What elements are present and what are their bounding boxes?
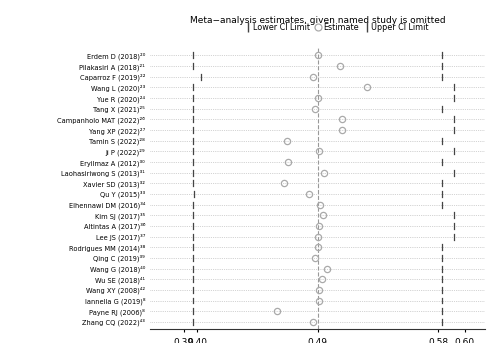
Title: Meta−analysis estimates, given named study is omitted: Meta−analysis estimates, given named stu… — [190, 16, 446, 25]
Legend: Lower CI Limit, Estimate, Upper CI Limit: Lower CI Limit, Estimate, Upper CI Limit — [243, 20, 432, 35]
